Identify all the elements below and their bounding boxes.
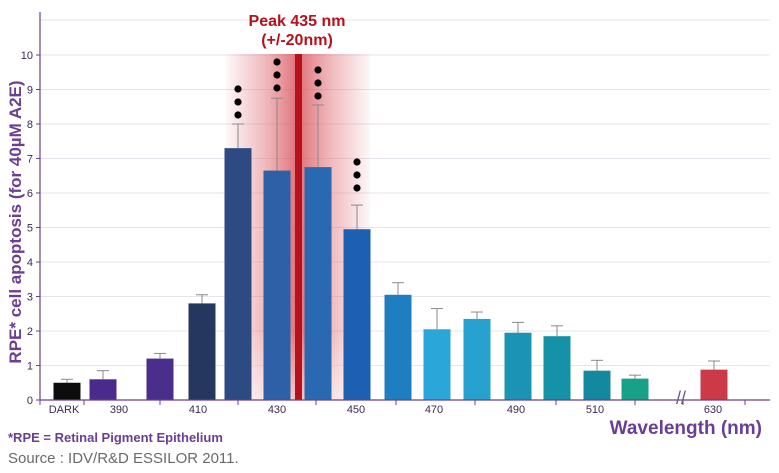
bar-510 xyxy=(583,370,611,400)
source-note: Source : IDV/R&D ESSILOR 2011. xyxy=(8,450,239,467)
significance-dot xyxy=(273,71,281,79)
y-tick-label: 9 xyxy=(27,85,33,97)
x-tick-label: 390 xyxy=(110,404,128,416)
bar-480 xyxy=(463,318,491,400)
x-tick-label: 510 xyxy=(586,404,604,416)
bar-490 xyxy=(504,332,532,400)
y-tick-labels: 0 1 2 3 4 5 6 7 8 9 10 xyxy=(21,50,33,407)
bar-DARK xyxy=(53,382,81,400)
bar-400 xyxy=(146,358,174,400)
bars xyxy=(53,97,728,400)
x-tick-label: 430 xyxy=(268,404,286,416)
significance-dot xyxy=(353,171,361,179)
footnote: *RPE = Retinal Pigment Epithelium xyxy=(8,430,223,445)
x-tick-label: 410 xyxy=(189,404,207,416)
bar-500 xyxy=(543,336,571,400)
gridlines xyxy=(40,19,770,366)
y-tick-label: 8 xyxy=(27,119,33,131)
significance-dot xyxy=(273,58,281,66)
significance-dot xyxy=(314,92,322,100)
significance-dot xyxy=(234,111,242,119)
peak-line xyxy=(295,54,302,400)
significance-dot xyxy=(234,98,242,106)
x-tick-label: DARK xyxy=(49,404,80,416)
significance-dot xyxy=(353,184,361,192)
bar-460 xyxy=(384,294,412,400)
bar-410 xyxy=(188,303,216,400)
significance-dot xyxy=(273,84,281,92)
x-tick-labels: DARK 390 410 430 450 470 490 510 630 xyxy=(49,404,722,416)
x-axis-label: Wavelength (nm) xyxy=(610,418,762,439)
axes: // xyxy=(36,12,770,408)
significance-dot xyxy=(234,85,242,93)
y-axis-label: RPE* cell apoptosis (for 40µM A2E) xyxy=(6,80,25,363)
y-tick-label: 7 xyxy=(27,154,33,166)
bar-450 xyxy=(343,229,371,400)
significance-dot xyxy=(353,158,361,166)
y-tick-label: 0 xyxy=(27,395,33,407)
bar-440 xyxy=(304,167,332,400)
bar-430 xyxy=(263,170,291,400)
bar-630 xyxy=(700,369,728,400)
bar-420 xyxy=(224,148,252,400)
y-tick-label: 2 xyxy=(27,326,33,338)
peak-annotation-line2: (+/-20nm) xyxy=(261,32,333,49)
y-tick-label: 4 xyxy=(27,257,33,269)
bar-520 xyxy=(621,378,649,400)
y-tick-label: 3 xyxy=(27,292,33,304)
significance-markers xyxy=(234,58,361,192)
y-tick-label: 1 xyxy=(27,361,33,373)
axis-break-icon: // xyxy=(676,388,686,408)
y-tick-label: 10 xyxy=(21,50,33,62)
x-tick-label: 450 xyxy=(347,404,365,416)
bar-390 xyxy=(89,379,117,400)
significance-dot xyxy=(314,79,322,87)
y-tick-label: 6 xyxy=(27,188,33,200)
significance-dot xyxy=(314,66,322,74)
peak-annotation-line1: Peak 435 nm xyxy=(249,13,346,30)
bar-470 xyxy=(423,329,451,400)
x-tick-label: 490 xyxy=(507,404,525,416)
x-tick-label: 630 xyxy=(704,404,722,416)
x-tick-label: 470 xyxy=(425,404,443,416)
y-tick-label: 5 xyxy=(27,223,33,235)
